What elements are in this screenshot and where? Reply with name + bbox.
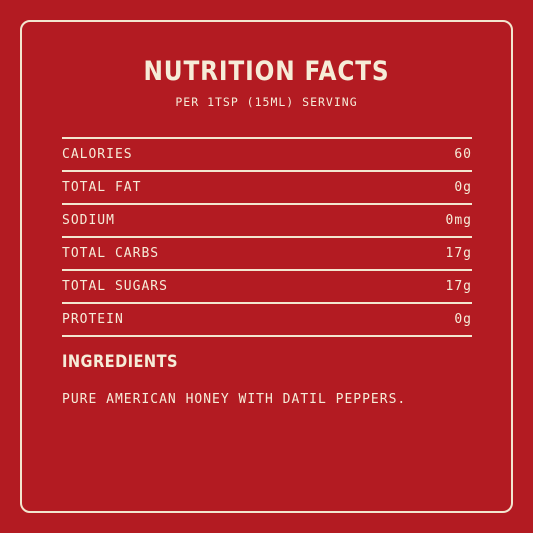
nutrient-row-total-carbs: TOTAL CARBS 17g (62, 238, 472, 271)
nutrient-label: CALORIES (62, 147, 133, 162)
nutrient-row-total-sugars: TOTAL SUGARS 17g (62, 271, 472, 304)
ingredients-text: PURE AMERICAN HONEY WITH DATIL PEPPERS. (62, 392, 407, 407)
nutrient-label: SODIUM (62, 213, 115, 228)
serving-size: PER 1TSP (15ML) SERVING (175, 95, 358, 109)
nutrient-row-total-fat: TOTAL FAT 0g (62, 172, 472, 205)
nutrient-value: 0mg (445, 213, 472, 228)
nutrient-value: 17g (445, 246, 472, 261)
nutrient-value: 0g (454, 180, 472, 195)
nutrient-label: TOTAL CARBS (62, 246, 160, 261)
nutrition-table: CALORIES 60 TOTAL FAT 0g SODIUM 0mg TOTA… (62, 137, 472, 337)
nutrient-row-sodium: SODIUM 0mg (62, 205, 472, 238)
nutrient-value: 0g (454, 312, 472, 327)
nutrient-value: 17g (445, 279, 472, 294)
label-border (20, 20, 513, 513)
nutrient-label: TOTAL SUGARS (62, 279, 168, 294)
nutrient-value: 60 (454, 147, 472, 162)
nutrient-label: TOTAL FAT (62, 180, 142, 195)
nutrient-label: PROTEIN (62, 312, 124, 327)
nutrient-row-calories: CALORIES 60 (62, 139, 472, 172)
page-title: NUTRITION FACTS (143, 56, 390, 87)
ingredients-heading: INGREDIENTS (62, 352, 178, 372)
nutrient-row-protein: PROTEIN 0g (62, 304, 472, 337)
